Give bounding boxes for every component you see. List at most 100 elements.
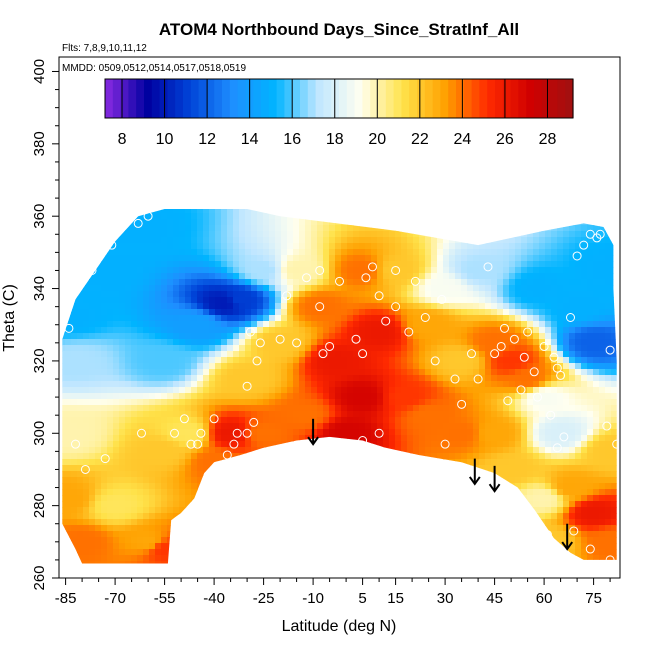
heatmap-cell: [341, 471, 348, 478]
heatmap-cell: [167, 153, 174, 160]
heatmap-cell: [62, 213, 66, 220]
heatmap-cell: [347, 555, 354, 562]
heatmap-cell: [221, 123, 228, 130]
heatmap-cell: [371, 291, 378, 298]
heatmap-cell: [395, 429, 402, 436]
heatmap-cell: [89, 501, 96, 508]
heatmap-cell: [167, 273, 174, 280]
heatmap-cell: [269, 507, 276, 514]
heatmap-cell: [173, 177, 180, 184]
heatmap-cell: [359, 363, 366, 370]
heatmap-cell: [167, 447, 174, 454]
heatmap-cell: [353, 405, 360, 412]
heatmap-cell: [239, 195, 246, 202]
heatmap-cell: [305, 549, 312, 556]
heatmap-cell: [83, 351, 90, 358]
heatmap-cell: [281, 63, 288, 70]
heatmap-cell: [101, 465, 108, 472]
heatmap-cell: [233, 279, 240, 286]
heatmap-cell: [71, 333, 78, 340]
heatmap-cell: [179, 399, 186, 406]
heatmap-cell: [281, 297, 288, 304]
heatmap-cell: [281, 279, 288, 286]
heatmap-cell: [179, 267, 186, 274]
heatmap-cell: [95, 261, 102, 268]
heatmap-cell: [395, 387, 402, 394]
heatmap-cell: [77, 297, 84, 304]
heatmap-cell: [191, 261, 198, 268]
heatmap-cell: [113, 387, 120, 394]
heatmap-cell: [395, 549, 402, 556]
heatmap-cell: [353, 381, 360, 388]
heatmap-cell: [197, 507, 204, 514]
heatmap-cell: [257, 243, 264, 250]
heatmap-cell: [263, 435, 270, 442]
heatmap-cell: [335, 399, 342, 406]
heatmap-cell: [287, 477, 294, 484]
heatmap-cell: [155, 447, 162, 454]
heatmap-cell: [131, 243, 138, 250]
heatmap-cell: [185, 309, 192, 316]
heatmap-cell: [377, 273, 384, 280]
heatmap-cell: [323, 477, 330, 484]
heatmap-cell: [179, 543, 186, 550]
heatmap-cell: [113, 225, 120, 232]
heatmap-cell: [161, 243, 168, 250]
heatmap-cell: [185, 435, 192, 442]
heatmap-cell: [305, 339, 312, 346]
heatmap-cell: [113, 153, 120, 160]
heatmap-cell: [359, 249, 366, 256]
heatmap-cell: [263, 327, 270, 334]
heatmap-cell: [305, 69, 312, 76]
heatmap-cell: [143, 375, 150, 382]
heatmap-cell: [251, 363, 258, 370]
heatmap-cell: [221, 189, 228, 196]
heatmap-cell: [245, 363, 252, 370]
heatmap-cell: [269, 495, 276, 502]
heatmap-cell: [215, 549, 222, 556]
heatmap-cell: [101, 351, 108, 358]
heatmap-cell: [221, 447, 228, 454]
heatmap-cell: [245, 531, 252, 538]
heatmap-cell: [305, 315, 312, 322]
heatmap-cell: [119, 159, 126, 166]
heatmap-cell: [281, 189, 288, 196]
heatmap-cell: [311, 477, 318, 484]
heatmap-cell: [371, 327, 378, 334]
heatmap-cell: [347, 507, 354, 514]
heatmap-cell: [269, 315, 276, 322]
heatmap-cell: [131, 141, 138, 148]
heatmap-cell: [197, 489, 204, 496]
heatmap-cell: [131, 285, 138, 292]
heatmap-cell: [311, 213, 318, 220]
heatmap-cell: [287, 123, 294, 130]
heatmap-cell: [335, 507, 342, 514]
heatmap-cell: [203, 153, 210, 160]
heatmap-cell: [215, 495, 222, 502]
heatmap-cell: [251, 189, 258, 196]
heatmap-cell: [269, 489, 276, 496]
heatmap-cell: [353, 369, 360, 376]
heatmap-cell: [383, 69, 390, 76]
heatmap-cell: [365, 519, 372, 526]
heatmap-cell: [101, 321, 108, 328]
heatmap-cell: [359, 261, 366, 268]
heatmap-cell: [161, 291, 168, 298]
heatmap-cell: [179, 483, 186, 490]
heatmap-cell: [149, 453, 156, 460]
heatmap-cell: [119, 507, 126, 514]
heatmap-cell: [299, 209, 306, 214]
heatmap-cell: [125, 209, 132, 214]
heatmap-cell: [233, 351, 240, 358]
heatmap-cell: [305, 267, 312, 274]
heatmap-cell: [83, 465, 90, 472]
heatmap-cell: [263, 543, 270, 550]
heatmap-cell: [107, 447, 114, 454]
heatmap-cell: [329, 375, 336, 382]
heatmap-cell: [125, 321, 132, 328]
heatmap-cell: [281, 435, 288, 442]
heatmap-cell: [77, 495, 84, 502]
heatmap-cell: [131, 183, 138, 190]
heatmap-cell: [161, 165, 168, 172]
heatmap-cell: [119, 531, 126, 538]
